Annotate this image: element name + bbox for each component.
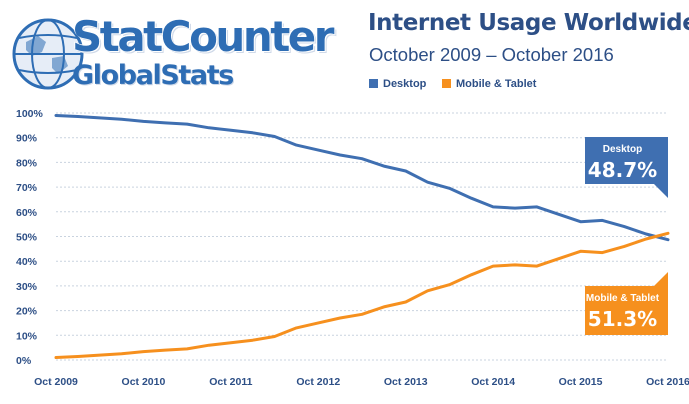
y-tick-label: 90% [16, 133, 38, 145]
data-point-mobile-tablet [645, 237, 648, 240]
data-point-desktop [448, 187, 451, 190]
line-chart: 0% 10% 20% 30% 40% 50% 60% 70% 80% 90% 100% Oct 200… [16, 108, 689, 388]
x-tick-label: Oct 2011 [209, 376, 252, 388]
x-tick-label: Oct 2012 [296, 376, 340, 388]
data-point-mobile-tablet [448, 283, 451, 286]
data-point-desktop [361, 157, 363, 160]
data-point-desktop [164, 121, 167, 124]
data-point-mobile-tablet [667, 232, 669, 235]
data-point-desktop [426, 181, 429, 184]
y-tick-label: 0% [16, 355, 32, 367]
data-point-desktop [295, 144, 298, 147]
data-point-mobile-tablet [251, 339, 254, 342]
callout-label-mobile-tablet: Mobile & Tablet [586, 293, 660, 304]
logo-wordmark-statcounter: StatCounter [72, 12, 335, 61]
y-tick-label: 50% [16, 232, 38, 244]
y-tick-label: 80% [16, 157, 38, 169]
data-point-mobile-tablet [317, 321, 320, 324]
data-point-desktop [186, 123, 189, 126]
data-point-desktop [557, 213, 560, 216]
y-tick-label: 10% [16, 330, 38, 342]
data-point-mobile-tablet [98, 354, 101, 357]
data-point-mobile-tablet [470, 273, 473, 276]
statcounter-logo: StatCounter GlobalStats [8, 6, 338, 94]
data-point-mobile-tablet [142, 350, 145, 353]
data-point-mobile-tablet [623, 245, 626, 248]
y-tick-label: 40% [16, 256, 38, 268]
data-point-desktop [273, 135, 276, 138]
data-point-desktop [76, 115, 79, 118]
data-point-mobile-tablet [557, 257, 560, 260]
data-point-desktop [579, 220, 582, 223]
data-point-desktop [98, 116, 101, 119]
chart-header: StatCounter GlobalStats Internet Usage W… [0, 0, 689, 100]
data-point-mobile-tablet [164, 349, 167, 352]
data-point-desktop [404, 170, 407, 173]
data-point-mobile-tablet [535, 265, 538, 268]
data-point-mobile-tablet [579, 250, 582, 253]
data-point-desktop [142, 120, 145, 123]
legend-label-mobile-tablet: Mobile & Tablet [456, 78, 537, 90]
data-point-desktop [492, 205, 495, 208]
x-tick-label: Oct 2009 [34, 376, 78, 388]
x-tick-label: Oct 2015 [559, 376, 603, 388]
data-point-desktop [120, 118, 123, 121]
data-point-mobile-tablet [514, 263, 516, 266]
callout-value-mobile-tablet: 51.3% [588, 307, 657, 331]
legend-swatch-desktop [369, 79, 378, 88]
y-tick-label: 30% [16, 281, 38, 293]
chart-subtitle: October 2009 – October 2016 [369, 44, 614, 65]
callout-box-desktop [585, 137, 668, 198]
data-point-mobile-tablet [382, 305, 385, 308]
data-point-mobile-tablet [361, 313, 363, 316]
data-point-desktop [55, 114, 57, 117]
series-line-mobile-tablet [54, 231, 670, 359]
data-point-mobile-tablet [404, 300, 407, 303]
data-point-mobile-tablet [55, 356, 57, 359]
x-tick-label: Oct 2014 [471, 376, 515, 388]
callout-box-mobile-tablet [585, 272, 668, 335]
logo-wordmark-globalstats: GlobalStats [72, 60, 234, 91]
callout-value-desktop: 48.7% [588, 158, 657, 182]
data-point-desktop [339, 153, 342, 156]
data-point-mobile-tablet [273, 335, 276, 338]
y-tick-label: 20% [16, 306, 38, 318]
data-point-mobile-tablet [426, 289, 429, 292]
x-tick-label: Oct 2010 [122, 376, 166, 388]
data-point-mobile-tablet [601, 251, 604, 254]
data-point-mobile-tablet [295, 326, 298, 329]
data-point-mobile-tablet [339, 317, 342, 320]
x-tick-label: Oct 2016 [646, 376, 689, 388]
legend-label-desktop: Desktop [383, 78, 427, 90]
data-point-desktop [229, 129, 232, 132]
data-point-desktop [667, 238, 669, 241]
globe-icon [12, 18, 84, 90]
data-point-mobile-tablet [120, 352, 123, 355]
series-line-desktop [54, 114, 670, 242]
x-tick-label: Oct 2013 [384, 376, 428, 388]
data-point-desktop [645, 233, 648, 236]
y-tick-label: 60% [16, 207, 38, 219]
data-point-desktop [208, 126, 210, 129]
data-point-mobile-tablet [208, 344, 210, 347]
data-point-mobile-tablet [492, 265, 495, 268]
data-point-mobile-tablet [229, 341, 232, 344]
chart-title: Internet Usage Worldwide [368, 10, 689, 36]
data-point-mobile-tablet [186, 347, 189, 350]
data-point-desktop [514, 207, 516, 210]
y-tick-label: 70% [16, 182, 38, 194]
data-point-desktop [317, 149, 320, 152]
legend-item-mobile-tablet: Mobile & Tablet [442, 78, 536, 90]
legend-swatch-mobile-tablet [442, 79, 451, 88]
data-point-desktop [623, 225, 626, 228]
callout-label-desktop: Desktop [603, 144, 642, 155]
data-point-desktop [470, 197, 473, 200]
data-point-desktop [382, 165, 385, 168]
y-tick-label: 100% [16, 108, 44, 120]
legend-item-desktop: Desktop [369, 78, 426, 90]
data-point-desktop [251, 131, 254, 134]
data-point-desktop [601, 219, 604, 222]
data-point-mobile-tablet [76, 355, 79, 358]
data-point-desktop [535, 205, 538, 208]
